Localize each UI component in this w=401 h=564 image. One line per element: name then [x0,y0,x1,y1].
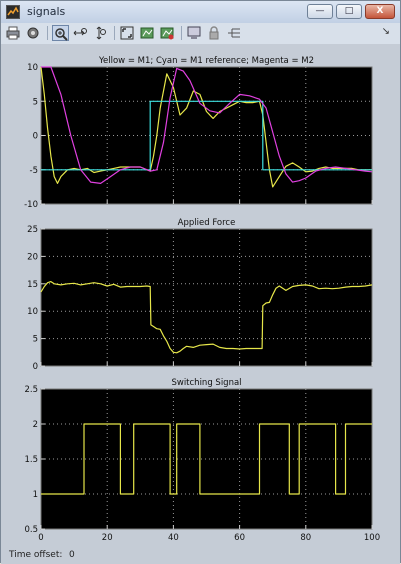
y-tick-label: 0 [33,132,38,142]
y-tick-label: -5 [30,166,38,176]
plot-title: Switching Signal [171,378,241,388]
autoscale-icon[interactable] [119,25,136,41]
signal-selection-icon[interactable] [226,25,243,41]
y-tick-label: 20 [27,252,38,262]
status-bar: Time offset: 0 [1,550,400,564]
y-tick-label: 10 [27,307,38,317]
close-button[interactable]: X [365,4,395,19]
plot-title: Applied Force [178,218,236,228]
magenta-series-line [41,66,373,184]
zoom-x-icon[interactable] [72,25,89,41]
x-tick-label: 100 [364,533,380,543]
time-offset-value: 0 [69,550,75,560]
yellow-series-line [41,423,372,495]
toolbar-separator [114,26,115,40]
plot-area [40,228,373,367]
y-tick-label: 0.5 [24,525,38,535]
window-title: signals [27,5,66,18]
title-bar[interactable]: signals — □ X [1,1,400,24]
yellow-series-line [40,281,373,354]
lock-icon[interactable] [206,25,223,41]
minimize-button[interactable]: — [307,4,333,19]
y-tick-label: 5 [33,97,38,107]
x-tick-label: 80 [300,533,311,543]
print-icon[interactable] [5,25,22,41]
matlab-icon [6,5,20,19]
scope-figure: Yellow = M1; Cyan = M1 reference; Magent… [1,44,400,550]
time-offset-label: Time offset: [9,550,63,560]
save-axes-settings-icon[interactable] [139,25,156,41]
plot-title: Yellow = M1; Cyan = M1 reference; Magent… [98,56,314,66]
toolbar-separator [181,26,182,40]
y-tick-label: 1.5 [24,455,38,465]
toolbar-separator [47,26,48,40]
y-tick-label: 25 [27,225,38,235]
scope-plots: Yellow = M1; Cyan = M1 reference; Magent… [24,56,380,543]
zoom-y-icon[interactable] [92,25,109,41]
x-tick-label: 40 [168,533,179,543]
plot-area [40,66,373,205]
y-tick-label: 0 [33,362,38,372]
restore-axes-settings-icon[interactable] [159,25,176,41]
plot-area [40,388,373,530]
dock-arrow-icon[interactable]: ↘ [381,26,390,37]
zoom-in-icon[interactable] [52,25,69,41]
x-tick-label: 0 [38,533,43,543]
floating-scope-icon[interactable] [186,25,203,41]
toolbar: ↘ [1,23,400,45]
y-tick-label: -10 [24,200,38,210]
x-tick-label: 60 [234,533,245,543]
yellow-series-line [40,66,372,188]
y-tick-label: 1 [33,490,38,500]
y-tick-label: 15 [27,280,38,290]
y-tick-label: 2.5 [24,385,38,395]
maximize-button[interactable]: □ [336,4,362,19]
y-tick-label: 5 [33,335,38,345]
parameters-icon[interactable] [25,25,42,41]
cyan-series-line [41,100,372,171]
y-tick-label: 10 [27,63,38,73]
x-tick-label: 20 [102,533,113,543]
y-tick-label: 2 [33,420,38,430]
